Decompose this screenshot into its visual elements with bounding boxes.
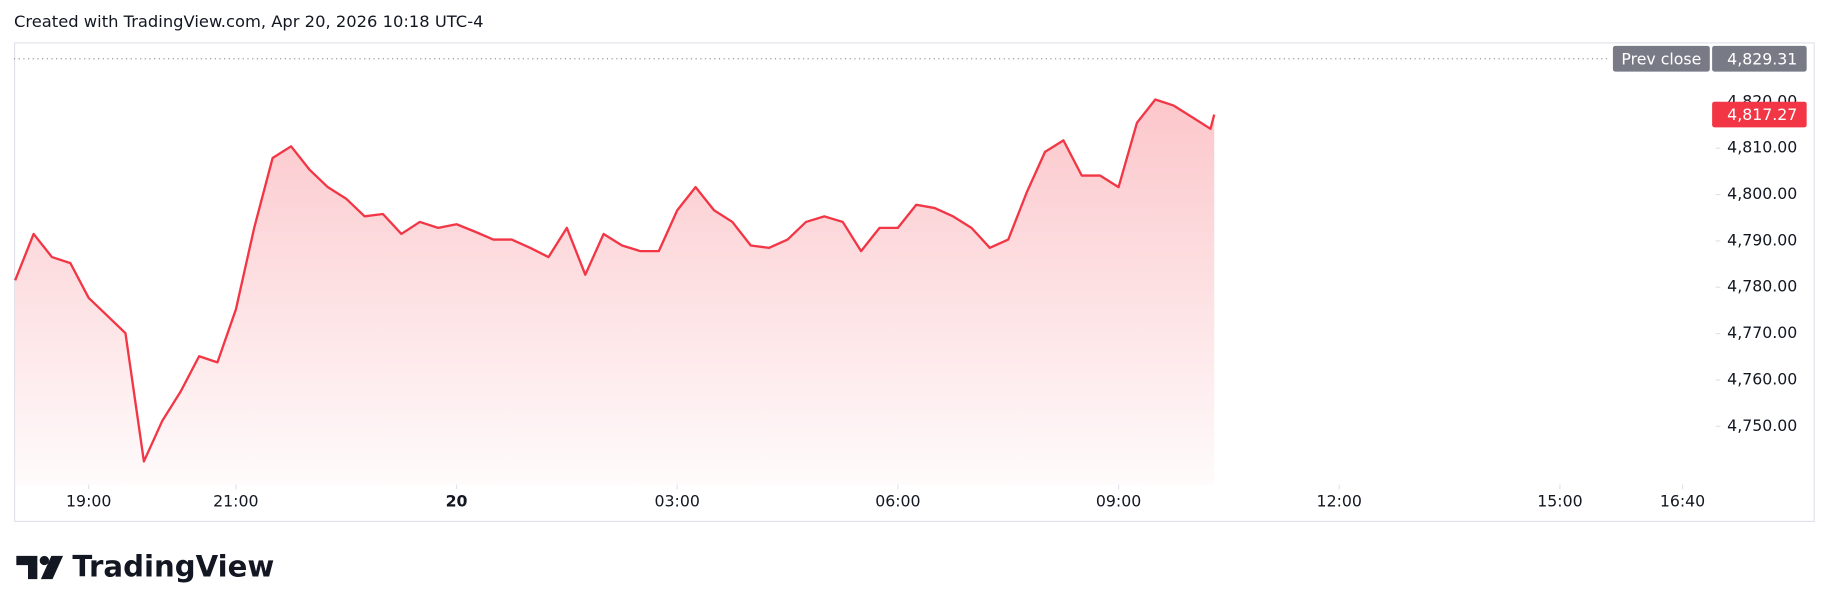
y-tick-label: 4,810.00 [1727, 138, 1797, 157]
prev-close-label: Prev close [1621, 49, 1701, 68]
last-price-value: 4,817.27 [1727, 105, 1797, 124]
plot: 4,750.00 4,760.00 4,770.00 4,780.00 4,790.00… [14, 45, 1807, 511]
y-tick-label: 4,760.00 [1727, 369, 1797, 388]
price-area [15, 99, 1215, 485]
logo-mark [16, 555, 38, 580]
brand-logo: TradingView [16, 550, 274, 584]
x-tick-label: 06:00 [875, 492, 920, 511]
y-tick-label: 4,800.00 [1727, 184, 1797, 203]
x-tick-label: 15:00 [1537, 492, 1582, 511]
y-tick-label: 4,750.00 [1727, 416, 1797, 435]
prev-close-tag [1612, 45, 1710, 72]
header-text: Created with TradingView.com, Apr 20, 20… [14, 12, 483, 31]
price-line [14, 98, 1216, 463]
x-tick-label: 19:00 [66, 492, 111, 511]
x-tick-label: 21:00 [213, 492, 258, 511]
y-tick-label: 4,790.00 [1727, 230, 1797, 249]
x-tick-label: 16:40 [1660, 492, 1705, 511]
x-tick-label: 03:00 [655, 492, 700, 511]
x-tick-label: 12:00 [1317, 492, 1362, 511]
prev-close-value: 4,829.31 [1727, 49, 1797, 68]
x-tick-label: 20 [446, 492, 468, 511]
chart-frame [14, 42, 1815, 522]
logo-mark [40, 555, 64, 580]
logo-mark [39, 555, 50, 566]
brand-name: TradingView [72, 550, 274, 584]
y-tick-label: 4,770.00 [1727, 323, 1797, 342]
prev-close-value-tag [1712, 45, 1807, 72]
x-tick-label: 09:00 [1096, 492, 1141, 511]
y-tick-label: 4,780.00 [1727, 277, 1797, 296]
last-price-tag [1712, 101, 1807, 128]
